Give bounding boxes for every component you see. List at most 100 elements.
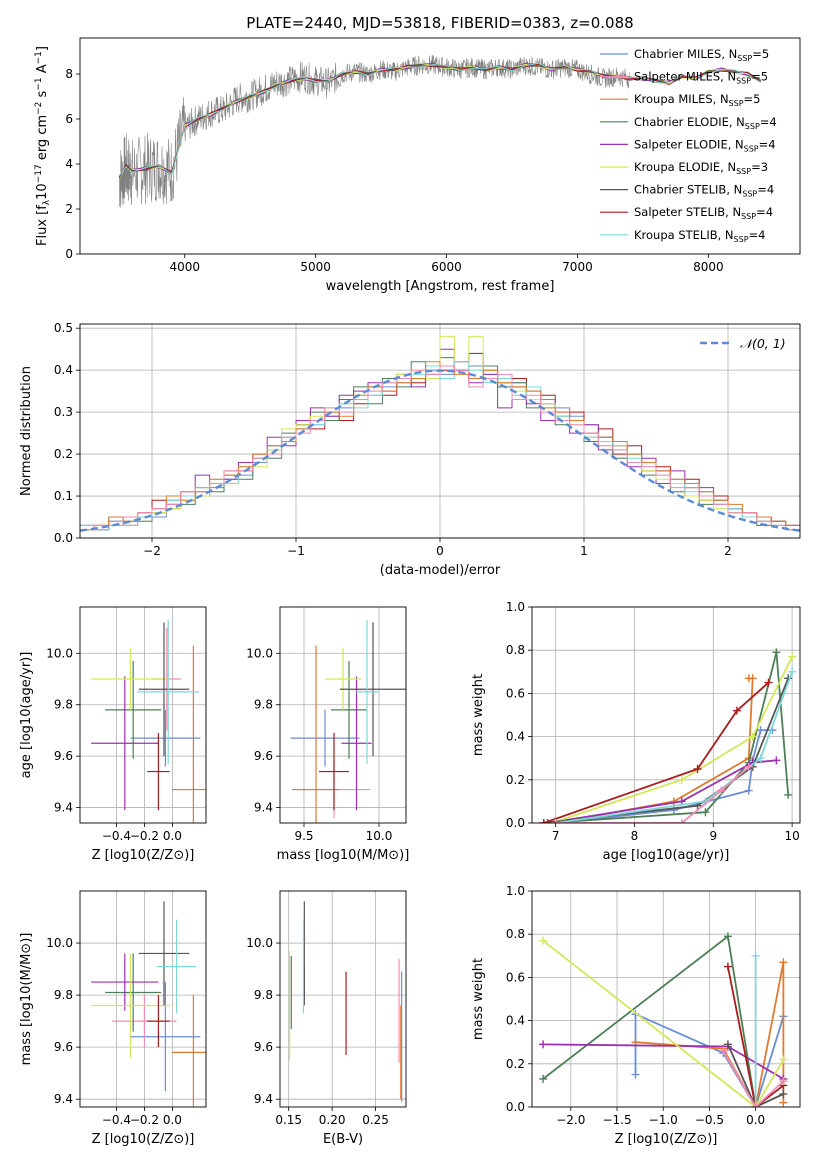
x-axis-label: age [log10(age/yr)] <box>603 848 730 863</box>
x-tick-label: 0.25 <box>362 1113 389 1127</box>
y-axis-label: age [log10(age/yr)] <box>19 652 34 779</box>
x-tick-label: −0.2 <box>130 829 159 843</box>
mass-weight-marker <box>751 1103 760 1107</box>
axes-frame <box>79 890 207 1108</box>
mass-weight-line <box>722 1050 785 1107</box>
model-spectrum-line <box>118 62 761 176</box>
y-tick-label: 0.4 <box>54 363 73 377</box>
mass-weight-marker <box>788 667 797 676</box>
mass-weight-marker <box>723 962 732 971</box>
mass-weight-marker <box>779 1055 788 1064</box>
y-tick-label: 10.0 <box>46 936 73 950</box>
mass-weight-line <box>542 939 785 1107</box>
y-tick-label: 4 <box>65 157 73 171</box>
chart-spectrum: 4000 5000 6000 7000 8000 0 2 4 6 8 Chabrier MILES,… <box>34 37 801 294</box>
x-tick-label: 10.0 <box>366 829 393 843</box>
x-tick-label: −0.5 <box>695 1113 724 1127</box>
x-tick-label: −0.2 <box>130 1113 159 1127</box>
plot-area <box>539 648 797 823</box>
mass-weight-marker <box>788 652 797 661</box>
model-spectrum-line <box>118 64 761 177</box>
x-axis-label: (data-model)/error <box>380 563 501 578</box>
x-axis-label: Z [log10(Z/Z⊙)] <box>92 1132 195 1147</box>
mass-weight-marker <box>539 819 548 823</box>
residual-histogram <box>80 357 800 531</box>
y-tick-label: 8 <box>65 67 73 81</box>
x-tick-label: 7 <box>552 829 560 843</box>
y-axis-label: Normed distribution <box>19 366 34 496</box>
y-tick-label: 0.6 <box>506 686 525 700</box>
x-tick-label: 0.0 <box>746 1113 765 1127</box>
chart-age-vs-Z: −0.4−0.2 0.0 9.4 9.6 9.8 10.0 Z [log10(Z/Z⊙)] a… <box>19 606 207 863</box>
normal-curve <box>80 369 800 532</box>
observed-spectrum-line <box>119 55 630 208</box>
y-tick-label: 0.8 <box>506 927 525 941</box>
mass-weight-marker <box>772 648 781 657</box>
mass-weight-marker <box>539 936 548 945</box>
mass-weight-marker <box>772 756 781 765</box>
plot-area <box>80 336 800 532</box>
mass-weight-marker <box>751 951 760 960</box>
axes-frame <box>531 606 801 824</box>
x-tick-label: 7000 <box>562 260 593 274</box>
axes-frame <box>79 37 801 255</box>
plot-area <box>539 932 788 1107</box>
mass-weight-line <box>555 677 754 823</box>
mass-weight-marker <box>539 1074 548 1083</box>
mass-weight-marker <box>677 775 686 784</box>
mass-weight-marker <box>764 678 773 687</box>
y-axis-label: mass weight <box>471 958 486 1040</box>
mass-weight-marker <box>723 1040 732 1049</box>
x-axis-label: E(B-V) <box>323 1132 363 1147</box>
y-tick-label: 0.3 <box>54 405 73 419</box>
y-tick-label: 0.5 <box>54 321 73 335</box>
mass-weight-line <box>555 766 750 823</box>
x-tick-label: −1 <box>287 544 305 558</box>
y-axis-label: mass [log10(M/M⊙)] <box>19 933 34 1066</box>
chart-age-vs-mass: 9.5 10.0 9.4 9.6 9.8 10.0 mass [log10(M/M⊙)] <box>246 606 410 863</box>
legend-entry: Salpeter ELODIE, NSSP=4 <box>634 137 776 153</box>
mass-weight-marker <box>756 726 765 735</box>
axes-frame <box>279 890 407 1108</box>
x-tick-label: −1.5 <box>602 1113 631 1127</box>
x-tick-label: 8 <box>631 829 639 843</box>
y-tick-label: 0.0 <box>506 1100 525 1114</box>
x-axis-label: mass [log10(M/M⊙)] <box>277 848 410 863</box>
mass-weight-marker <box>779 1090 788 1099</box>
y-tick-label: 0.4 <box>506 730 525 744</box>
chart-massweight-vs-age: 7 8 9 10 0.0 0.2 0.4 0.6 0.8 1.0 age [log10(age/yr… <box>471 600 801 863</box>
x-tick-label: 0.20 <box>319 1113 346 1127</box>
chart-residuals: −2 −1 0 1 2 0.0 0.1 0.2 0.3 0.4 0.5 𝒩(0, 1) (data-mo… <box>19 321 801 578</box>
legend-entry: Kroupa MILES, NSSP=5 <box>634 92 760 108</box>
figure-title: PLATE=2440, MJD=53818, FIBERID=0383, z=0… <box>246 14 633 32</box>
plot-area <box>118 55 761 208</box>
x-tick-label: 10 <box>784 829 799 843</box>
mass-weight-marker <box>744 762 753 771</box>
legend-entry: Chabrier ELODIE, NSSP=4 <box>634 115 777 131</box>
y-tick-label: 0.2 <box>54 447 73 461</box>
mass-weight-marker <box>631 1070 640 1079</box>
mass-weight-marker <box>744 786 753 795</box>
x-tick-label: 0.15 <box>275 1113 302 1127</box>
y-tick-label: 0.0 <box>54 531 73 545</box>
legend-entry: Kroupa STELIB, NSSP=4 <box>634 228 765 244</box>
y-tick-label: 0 <box>65 247 73 261</box>
y-tick-label: 0.1 <box>54 489 73 503</box>
axes-frame <box>531 890 801 1108</box>
mass-weight-marker <box>669 806 678 815</box>
x-axis-label: wavelength [Angstrom, rest frame] <box>326 279 555 294</box>
x-axis-label: Z [log10(Z/Z⊙)] <box>615 1132 718 1147</box>
mass-weight-marker <box>723 932 732 941</box>
y-tick-label: 10.0 <box>46 646 73 660</box>
mass-weight-marker <box>779 958 788 967</box>
mass-weight-marker <box>779 1098 788 1107</box>
x-tick-label: 0.0 <box>163 1113 182 1127</box>
legend-entry: Salpeter MILES, NSSP=5 <box>634 70 768 86</box>
y-tick-label: 9.4 <box>254 1092 273 1106</box>
axes-frame <box>79 323 801 539</box>
x-tick-label: 6000 <box>431 260 462 274</box>
mass-weight-marker <box>539 1040 548 1049</box>
y-tick-label: 9.4 <box>254 801 273 815</box>
y-tick-label: 0.0 <box>506 816 525 830</box>
y-tick-label: 6 <box>65 112 73 126</box>
